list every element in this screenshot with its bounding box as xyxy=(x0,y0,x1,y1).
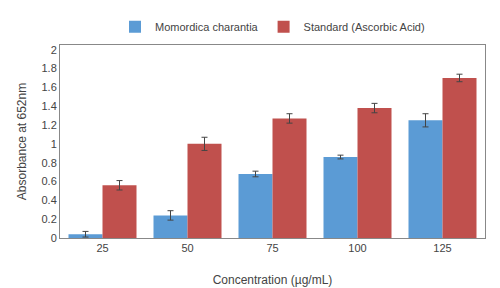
svg-text:0.8: 0.8 xyxy=(42,157,57,169)
svg-text:Concentration (µg/mL): Concentration (µg/mL) xyxy=(213,273,333,287)
svg-text:1.2: 1.2 xyxy=(42,119,57,131)
svg-text:1.6: 1.6 xyxy=(42,81,57,93)
svg-text:0.2: 0.2 xyxy=(42,213,57,225)
svg-text:50: 50 xyxy=(181,242,193,254)
svg-text:0.6: 0.6 xyxy=(42,175,57,187)
svg-text:1.4: 1.4 xyxy=(42,100,57,112)
svg-text:0: 0 xyxy=(51,232,57,244)
svg-text:2: 2 xyxy=(51,44,57,56)
svg-text:0.4: 0.4 xyxy=(42,194,57,206)
svg-text:75: 75 xyxy=(266,242,278,254)
svg-text:100: 100 xyxy=(348,242,366,254)
svg-text:Standard (Ascorbic Acid): Standard (Ascorbic Acid) xyxy=(304,21,425,33)
svg-text:Momordica charantia: Momordica charantia xyxy=(155,21,259,33)
svg-text:1: 1 xyxy=(51,138,57,150)
svg-text:125: 125 xyxy=(433,242,451,254)
svg-text:25: 25 xyxy=(96,242,108,254)
svg-text:1.8: 1.8 xyxy=(42,62,57,74)
svg-text:Absorbance at 652nm: Absorbance at 652nm xyxy=(15,83,29,200)
